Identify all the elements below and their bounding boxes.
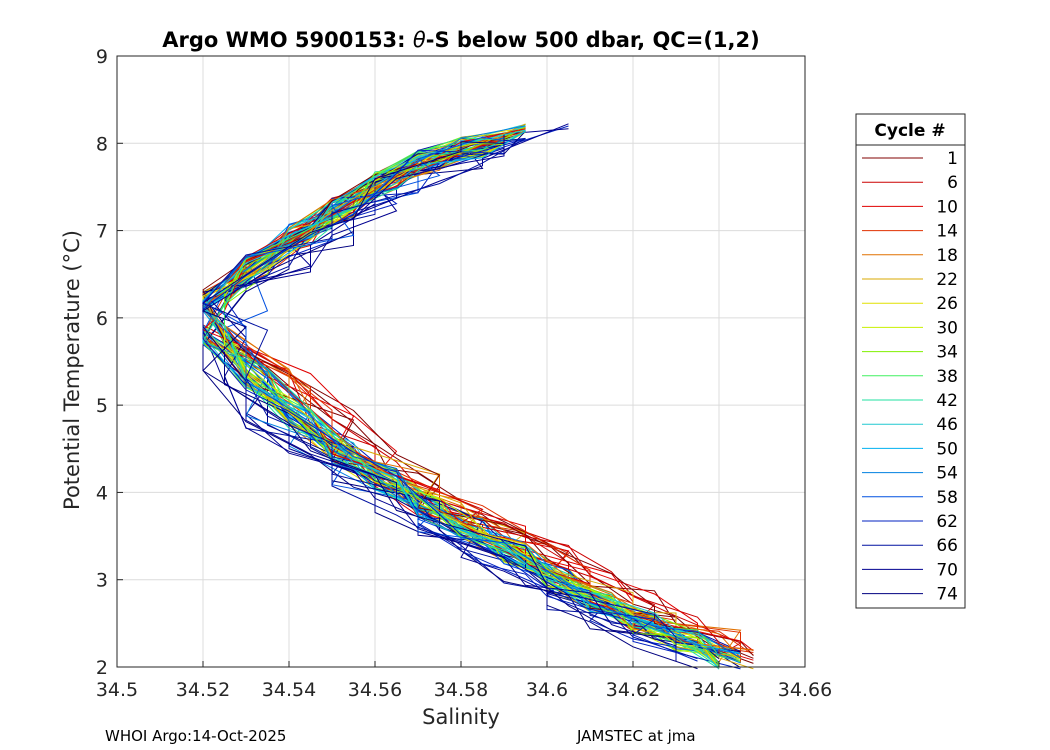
- profile-line: [202, 140, 754, 657]
- profile-line: [202, 138, 698, 662]
- profile-line: [202, 125, 741, 664]
- footer-left: WHOI Argo:14-Oct-2025: [105, 727, 286, 745]
- profile-line: [202, 145, 754, 664]
- profile-line: [202, 136, 741, 659]
- profile-line: [202, 137, 677, 660]
- profile-line: [202, 123, 741, 658]
- y-tick-label: 5: [96, 395, 108, 417]
- legend-label: 38: [936, 367, 958, 387]
- legend-label: 66: [936, 536, 958, 556]
- profile-line: [202, 132, 741, 652]
- legend-label: 14: [936, 222, 958, 242]
- y-ticks: 2 3 4 5 6 7 8 9: [96, 46, 123, 679]
- profile-line: [224, 143, 720, 665]
- plot-lines: [201, 123, 754, 670]
- profile-line: [224, 137, 742, 663]
- x-tick-label: 34.64: [692, 679, 746, 701]
- y-axis-label: Potential Temperature (°C): [60, 230, 84, 510]
- profile-line: [224, 137, 720, 656]
- legend-label: 46: [936, 415, 958, 435]
- legend-label: 1: [947, 149, 958, 169]
- x-tick-label: 34.5: [96, 679, 138, 701]
- legend-label: 54: [936, 464, 958, 484]
- y-tick-label: 8: [96, 133, 108, 155]
- profile-line: [224, 141, 720, 668]
- legend-label: 70: [936, 560, 958, 580]
- legend-label: 18: [936, 246, 958, 266]
- profile-line: [202, 136, 720, 663]
- profile-line: [202, 130, 741, 654]
- x-axis-label: Salinity: [422, 705, 500, 729]
- x-tick-label: 34.52: [176, 679, 230, 701]
- profile-line: [202, 143, 754, 656]
- chart-title: Argo WMO 5900153: θ-S below 500 dbar, QC…: [162, 28, 759, 52]
- y-tick-label: 6: [96, 308, 108, 330]
- profile-line: [202, 144, 720, 649]
- legend-label: 22: [936, 270, 958, 290]
- legend-title: Cycle #: [874, 121, 945, 141]
- x-tick-label: 34.56: [348, 679, 402, 701]
- y-tick-label: 3: [96, 570, 108, 592]
- x-tick-label: 34.54: [262, 679, 316, 701]
- y-tick-label: 7: [96, 221, 108, 243]
- profile-line: [201, 141, 698, 670]
- profile-line: [202, 136, 754, 651]
- legend: Cycle # 1 6 10 14 18 22 26 30 34 38 42 46 50 54 58 62 66…: [855, 113, 966, 609]
- legend-label: 74: [936, 585, 958, 605]
- footer-right: JAMSTEC at jma: [576, 727, 696, 745]
- legend-label: 10: [936, 197, 958, 217]
- x-tick-label: 34.58: [434, 679, 488, 701]
- profile-line: [224, 130, 741, 658]
- profile-line: [202, 125, 741, 655]
- profile-line: [202, 131, 720, 668]
- y-tick-label: 4: [96, 482, 108, 504]
- x-tick-label: 34.6: [526, 679, 568, 701]
- profile-line: [202, 137, 720, 654]
- legend-items: 1 6 10 14 18 22 26 30 34 38 42 46 50 54 58 62 66 70 74: [862, 149, 958, 605]
- profile-line: [202, 125, 741, 659]
- x-tick-label: 34.62: [606, 679, 660, 701]
- x-tick-label: 34.66: [778, 679, 832, 701]
- legend-label: 30: [936, 318, 958, 338]
- y-tick-label: 2: [96, 657, 108, 679]
- profile-line: [202, 134, 677, 652]
- legend-label: 42: [936, 391, 958, 411]
- legend-box: [855, 113, 966, 609]
- profile-line: [202, 138, 754, 651]
- legend-label: 34: [936, 343, 958, 363]
- legend-label: 50: [936, 439, 958, 459]
- profile-line: [224, 129, 754, 670]
- x-ticks: 34.5 34.52 34.54 34.56 34.58 34.6 34.62 34.64 34…: [96, 661, 832, 701]
- legend-label: 62: [936, 512, 958, 532]
- legend-label: 58: [936, 488, 958, 508]
- legend-label: 6: [947, 173, 958, 193]
- legend-label: 26: [936, 294, 958, 314]
- profile-line: [202, 132, 754, 653]
- profile-line: [202, 123, 741, 662]
- y-tick-label: 9: [96, 46, 108, 68]
- profile-line: [202, 127, 742, 656]
